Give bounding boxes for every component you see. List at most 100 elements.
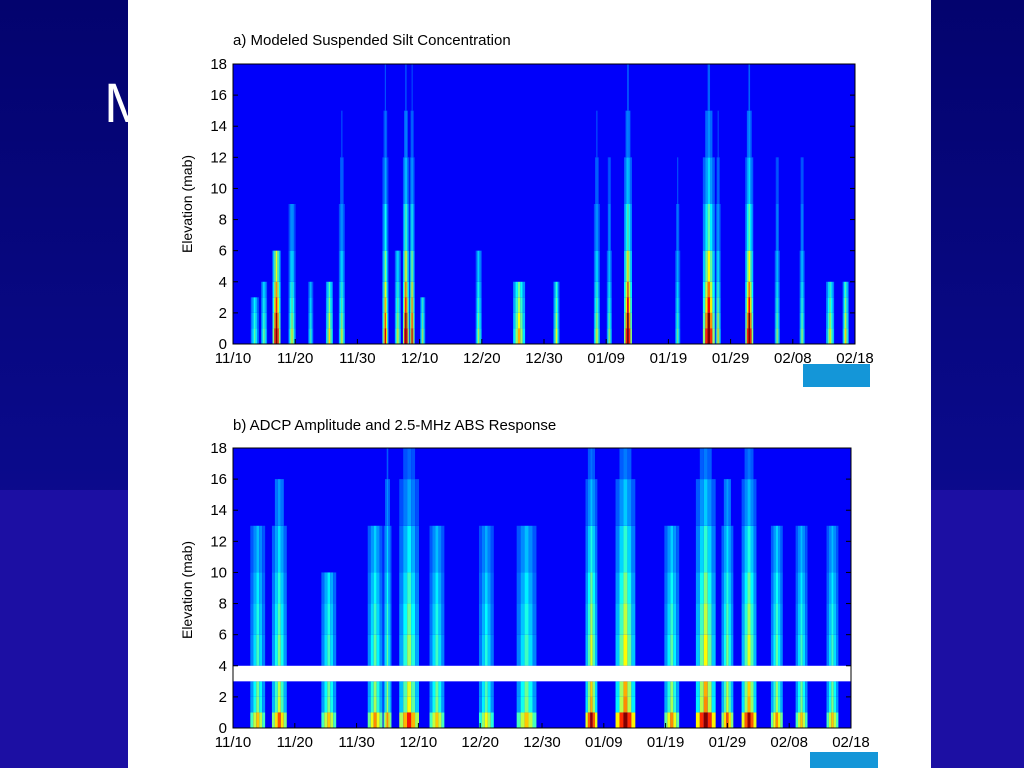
heatmap-cell	[402, 250, 405, 282]
heatmap-cell	[340, 204, 342, 251]
heatmap-cell	[340, 250, 342, 282]
heatmap-cell	[291, 297, 293, 313]
heatmap-cell	[407, 328, 409, 344]
heatmap-cell	[341, 157, 343, 204]
heatmap-cell	[623, 479, 628, 526]
heatmap-cell	[707, 204, 711, 251]
heatmap-cell	[271, 712, 275, 728]
heatmap-cell	[800, 297, 802, 313]
heatmap-cell	[594, 712, 598, 728]
heatmap-cell	[716, 157, 718, 204]
heatmap-cell	[609, 157, 611, 204]
heatmap-cell	[553, 328, 555, 344]
heatmap-cell	[753, 603, 757, 635]
heatmap-cell	[383, 110, 385, 158]
heatmap-cell	[522, 281, 526, 298]
heatmap-event	[367, 525, 383, 728]
heatmap-cell	[716, 204, 718, 251]
heatmap-cell	[490, 634, 494, 666]
heatmap-cell	[675, 328, 677, 344]
heatmap-cell	[411, 681, 416, 697]
heatmap-cell	[776, 250, 778, 282]
heatmap-cell	[324, 603, 328, 635]
heatmap-cell	[775, 712, 779, 728]
heatmap-cell	[775, 603, 779, 635]
heatmap-cell	[280, 479, 284, 526]
heatmap-cell	[384, 157, 386, 204]
heatmap-cell	[271, 681, 275, 697]
heatmap-cell	[845, 312, 847, 329]
heatmap-cell	[776, 297, 778, 313]
heatmap-cell	[628, 297, 631, 313]
heatmap-cell	[627, 572, 632, 604]
heatmap-cell	[407, 696, 412, 713]
heatmap-cell	[585, 634, 588, 666]
heatmap-cell	[628, 157, 631, 204]
x-tick-label: 01/19	[650, 350, 688, 367]
heatmap-cell	[379, 681, 383, 697]
heatmap-cell	[262, 681, 266, 697]
heatmap-cell	[707, 110, 711, 158]
heatmap-cell	[750, 448, 754, 480]
heatmap-cell	[673, 712, 677, 728]
heatmap-cell	[723, 525, 727, 573]
heatmap-cell	[778, 312, 780, 329]
heatmap-cell	[627, 634, 632, 666]
heatmap-event	[272, 250, 281, 344]
heatmap-cell	[845, 328, 847, 344]
heatmap-cell	[751, 281, 754, 298]
heatmap-cell	[631, 712, 636, 728]
heatmap-cell	[673, 634, 677, 666]
heatmap-cell	[775, 297, 777, 313]
heatmap-cell	[490, 603, 494, 635]
heatmap-cell	[385, 634, 387, 666]
heatmap-cell	[435, 712, 439, 728]
chart-b-heatmap	[233, 448, 851, 728]
heatmap-cell	[407, 603, 412, 635]
heatmap-cell	[828, 603, 832, 635]
heatmap-cell	[253, 634, 257, 666]
heatmap-cell	[596, 204, 598, 251]
heatmap-cell	[290, 204, 292, 251]
heatmap-cell	[385, 281, 388, 298]
heatmap-cell	[373, 712, 377, 728]
heatmap-cell	[277, 603, 281, 635]
heatmap-cell	[744, 681, 748, 697]
heatmap-cell	[800, 634, 803, 666]
heatmap-cell	[798, 525, 801, 573]
heatmap-cell	[406, 328, 408, 344]
heatmap-cell	[325, 281, 328, 298]
heatmap-cell	[255, 312, 258, 329]
heatmap-cell	[277, 479, 281, 526]
heatmap-cell	[802, 297, 804, 313]
heatmap-cell	[407, 157, 409, 204]
heatmap-cell	[673, 572, 677, 604]
heatmap-cell	[741, 572, 745, 604]
heatmap-cell	[712, 312, 715, 329]
heatmap-cell	[398, 250, 400, 282]
heatmap-cell	[413, 157, 415, 204]
heatmap-cell	[619, 712, 624, 728]
heatmap-cell	[776, 204, 778, 251]
heatmap-cell	[382, 250, 384, 282]
heatmap-cell	[711, 603, 716, 635]
heatmap-cell	[475, 297, 477, 313]
heatmap-cell	[291, 250, 293, 282]
heatmap-cell	[607, 312, 609, 329]
heatmap-cell	[623, 312, 626, 329]
heatmap-cell	[775, 681, 779, 697]
heatmap-cell	[664, 572, 668, 604]
heatmap-cell	[590, 479, 593, 526]
heatmap-cell	[476, 312, 479, 329]
heatmap-cell	[826, 328, 828, 344]
heatmap-cell	[595, 250, 597, 282]
heatmap-cell	[799, 312, 801, 329]
heatmap-cell	[833, 681, 837, 697]
heatmap-cell	[596, 328, 598, 344]
heatmap-cell	[396, 281, 398, 298]
heatmap-cell	[386, 572, 389, 604]
heatmap-cell	[609, 297, 611, 313]
heatmap-cell	[255, 328, 258, 344]
heatmap-cell	[716, 281, 718, 298]
heatmap-cell	[718, 297, 720, 313]
